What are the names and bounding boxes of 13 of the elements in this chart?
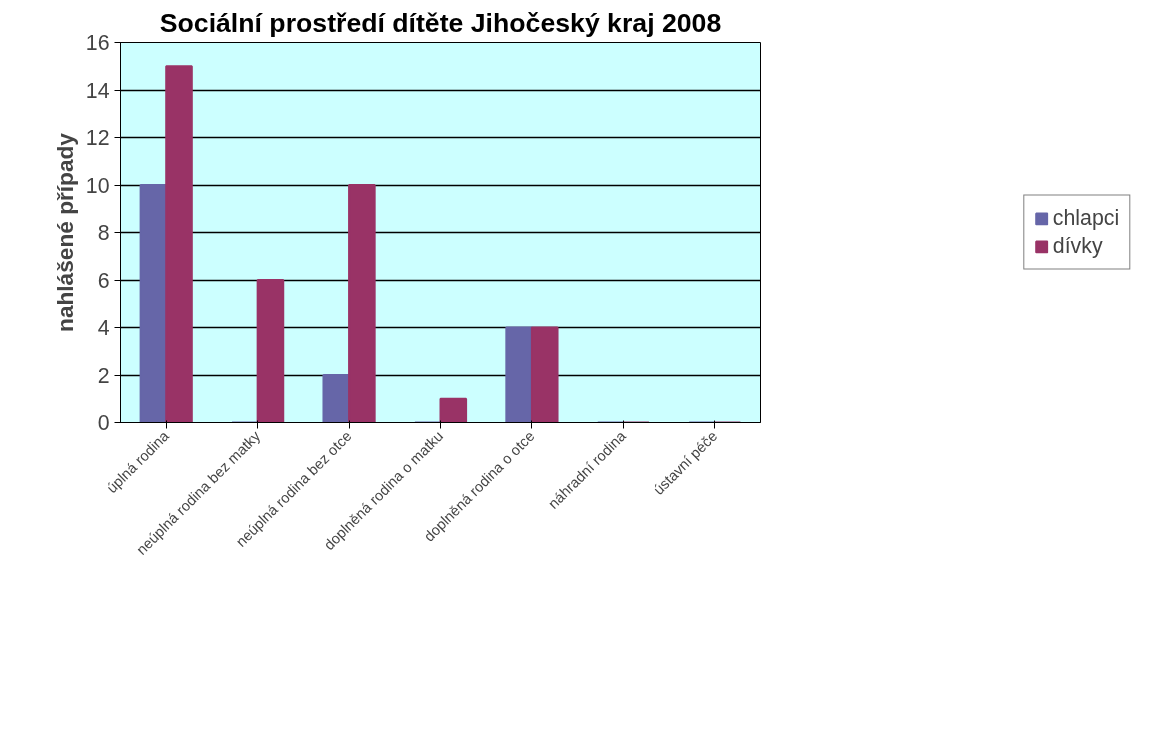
y-tick-label: 14 — [85, 78, 110, 103]
y-tick-label: 10 — [85, 173, 110, 198]
chart-title: Sociální prostředí dítěte Jihočeský kraj 2008 — [159, 7, 722, 38]
y-tick-label: 6 — [97, 268, 110, 293]
y-tick-label: 16 — [85, 31, 110, 55]
legend-label: dívky — [1052, 233, 1103, 259]
y-tick-label: 0 — [97, 411, 110, 435]
y-tick-label: 4 — [97, 316, 110, 340]
legend-label: chlapci — [1052, 205, 1120, 231]
y-tick-label: 12 — [85, 126, 110, 150]
y-tick-label: 8 — [97, 221, 110, 245]
y-tick-label: 2 — [97, 363, 110, 388]
y-axis-title: nahlášené případy — [51, 132, 78, 332]
